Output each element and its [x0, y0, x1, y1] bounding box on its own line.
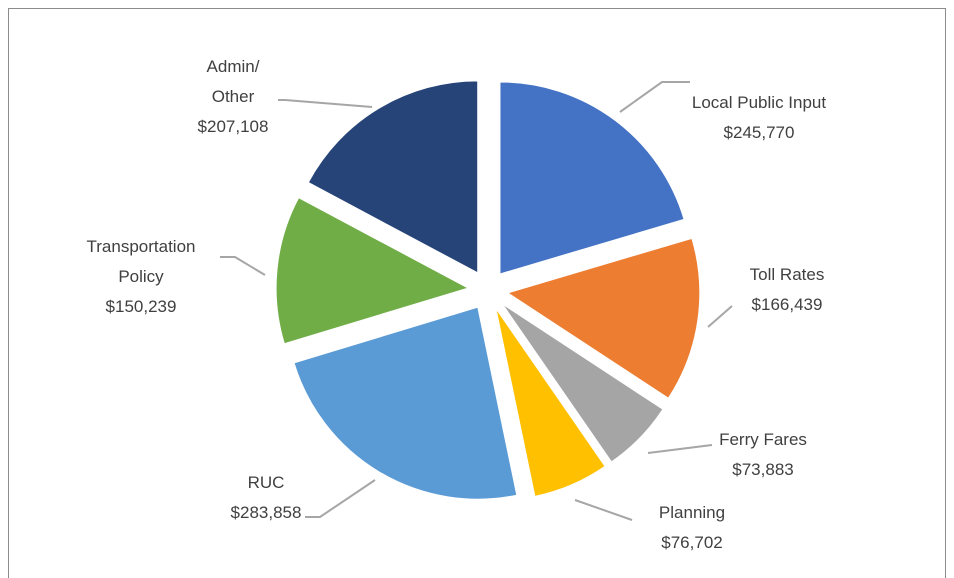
pie-slice [307, 80, 479, 274]
slice-label: Planning [658, 503, 726, 522]
pie-slice [275, 197, 470, 345]
leader-line [574, 499, 633, 521]
slice-label: RUC [247, 473, 285, 492]
slice-label: Toll Rates [749, 265, 825, 284]
pie-slice [501, 303, 664, 463]
slice-label: Local Public Input [691, 93, 827, 112]
pie-slice [499, 81, 685, 275]
value-label: $166,439 [751, 295, 823, 314]
value-label: $73,883 [732, 460, 794, 479]
value-label: $245,770 [723, 123, 795, 142]
slice-label: Transportation Policy [86, 237, 196, 286]
slice-label: Admin/ Other [206, 57, 260, 106]
pie-slice [506, 237, 701, 399]
value-label: $150,239 [105, 297, 177, 316]
pie-slice [293, 306, 518, 500]
chart-frame [8, 8, 946, 578]
value-label: $207,108 [197, 117, 269, 136]
value-label: $76,702 [661, 533, 723, 552]
leader-line [278, 99, 373, 108]
leader-line [619, 81, 690, 113]
leader-line [220, 256, 266, 276]
value-label: $283,858 [230, 503, 302, 522]
slice-label: Ferry Fares [719, 430, 807, 449]
leader-line [647, 444, 713, 454]
pie-slice [495, 308, 606, 497]
leader-line [305, 479, 376, 518]
leader-line [707, 305, 733, 328]
